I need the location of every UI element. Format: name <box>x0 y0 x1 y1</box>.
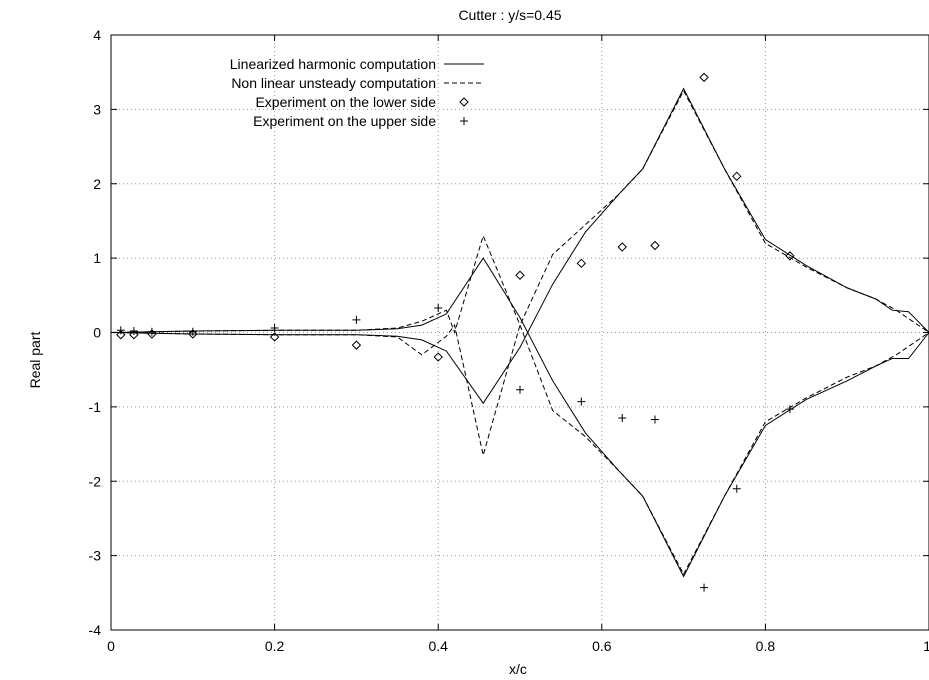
legend-plus-marker <box>460 117 468 125</box>
data-point-upper <box>577 397 586 406</box>
data-point-upper <box>270 324 279 333</box>
data-point-lower <box>433 352 443 362</box>
x-tick-label: 1 <box>923 638 929 654</box>
x-tick-label: 0 <box>107 638 115 654</box>
legend-label: Linearized harmonic computation <box>230 56 436 72</box>
series-4 <box>116 303 794 592</box>
y-tick-label: -1 <box>89 399 102 415</box>
data-point-upper <box>700 583 709 592</box>
grid-lines <box>111 35 929 630</box>
x-tick-label: 0.6 <box>592 638 612 654</box>
series-line <box>110 257 929 578</box>
series-line <box>110 234 929 576</box>
data-point-lower <box>699 72 709 83</box>
series-line <box>110 89 929 456</box>
data-point-upper <box>516 385 524 394</box>
data-point-upper <box>732 484 741 493</box>
x-axis-label: x/c <box>509 661 527 677</box>
data-point-lower <box>576 258 587 269</box>
series-3 <box>116 72 795 362</box>
series-layer <box>110 72 929 592</box>
data-point-upper <box>352 315 361 324</box>
legend-item: Non linear unsteady computation <box>231 75 484 91</box>
data-point-lower <box>147 329 157 339</box>
legend-item: Experiment on the lower side <box>255 94 469 110</box>
legend-item: Linearized harmonic computation <box>230 56 484 72</box>
data-point-lower <box>129 330 139 340</box>
plot-frame <box>110 34 929 631</box>
series-2 <box>110 89 929 576</box>
chart-title: Cutter : y/s=0.45 <box>458 7 561 23</box>
x-tick-label: 0.4 <box>428 638 448 654</box>
y-tick-label: -2 <box>89 473 102 489</box>
series-line <box>110 87 929 405</box>
data-point-lower <box>515 270 525 280</box>
data-point-lower <box>269 332 280 342</box>
data-point-lower <box>617 242 627 252</box>
data-point-lower <box>351 340 362 350</box>
data-point-lower <box>785 251 795 261</box>
y-tick-label: 2 <box>93 176 101 192</box>
legend-diamond-marker <box>459 97 469 107</box>
legend-item: Experiment on the upper side <box>253 113 468 129</box>
data-point-lower <box>116 330 126 340</box>
y-tick-label: 4 <box>93 27 101 43</box>
data-point-lower <box>188 329 198 339</box>
y-tick-label: -4 <box>89 622 102 638</box>
y-tick-label: 1 <box>93 250 101 266</box>
y-tick-label: 0 <box>93 325 101 341</box>
y-tick-label: 3 <box>93 101 101 117</box>
y-axis-label: Real part <box>27 331 43 388</box>
data-point-upper <box>116 326 125 335</box>
data-point-upper <box>785 405 794 414</box>
x-tick-label: 0.2 <box>265 638 285 654</box>
data-point-lower <box>732 171 742 182</box>
data-point-upper <box>147 327 156 336</box>
data-point-lower <box>650 240 660 251</box>
legend-label: Experiment on the lower side <box>255 94 436 110</box>
data-point-upper <box>650 415 659 424</box>
data-point-upper <box>188 327 197 336</box>
data-point-upper <box>618 414 627 423</box>
legend-label: Experiment on the upper side <box>253 113 436 129</box>
legend: Linearized harmonic computation Non linea… <box>230 56 484 129</box>
x-tick-label: 0.8 <box>756 638 776 654</box>
y-tick-label: -3 <box>89 548 102 564</box>
legend-label: Non linear unsteady computation <box>231 75 436 91</box>
axis-ticks: 0 0.2 0.4 0.6 0.8 1 -4 -3 -2 -1 0 1 2 3 4 <box>89 27 929 654</box>
data-point-upper <box>129 327 138 336</box>
data-point-upper <box>434 303 443 312</box>
